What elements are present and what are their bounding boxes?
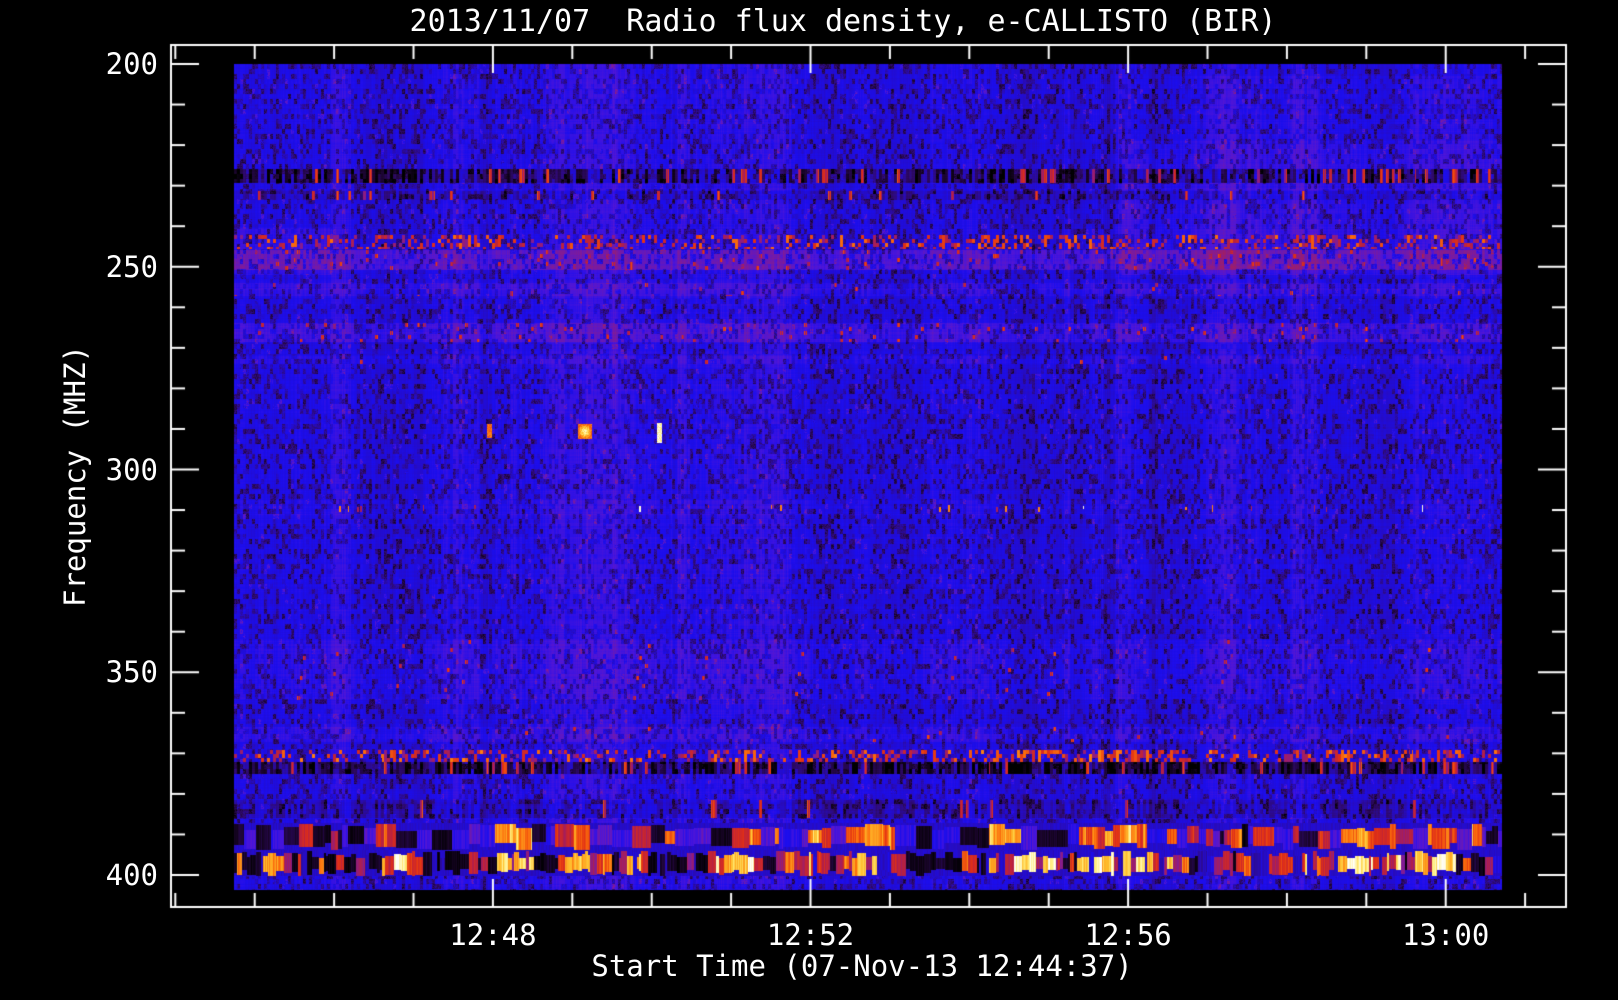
y-tick-label: 400	[105, 858, 158, 892]
y-tick-label: 250	[105, 249, 158, 284]
x-tick-label: 12:52	[766, 918, 855, 952]
x-tick-label: 13:00	[1402, 918, 1490, 952]
x-tick-label: 12:56	[1084, 918, 1172, 952]
y-tick-label: 350	[105, 655, 158, 690]
y-tick-label: 200	[105, 47, 158, 81]
y-tick-label: 300	[105, 452, 158, 487]
x-axis-title: Start Time (07-Nov-13 12:44:37)	[591, 949, 1133, 983]
x-tick-label: 12:48	[449, 918, 537, 952]
chart-title: 2013/11/07 Radio flux density, e-CALLIST…	[409, 4, 1277, 39]
